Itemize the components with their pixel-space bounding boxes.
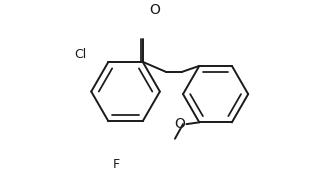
Text: F: F [113, 158, 120, 171]
Text: O: O [149, 3, 160, 17]
Text: O: O [174, 117, 185, 131]
Text: Cl: Cl [75, 48, 87, 61]
